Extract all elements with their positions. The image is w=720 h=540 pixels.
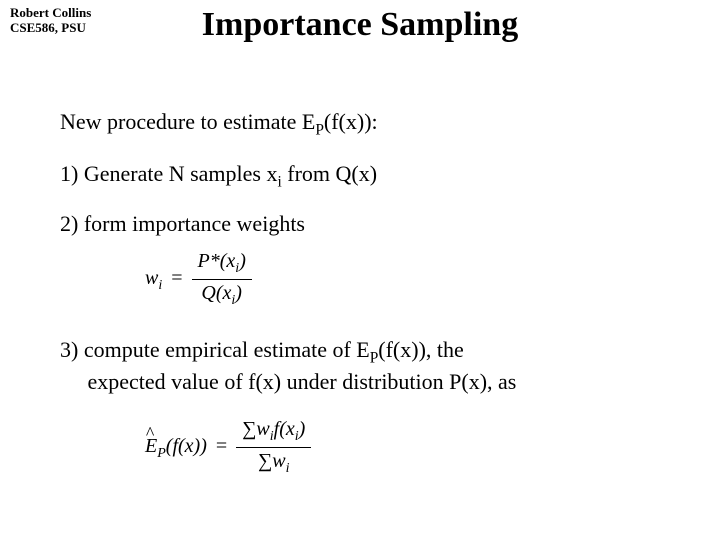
f1-numerator: P*(xi) bbox=[192, 250, 252, 280]
intro-prefix: New procedure to estimate E bbox=[60, 109, 315, 134]
step3-mid: (f(x)), the bbox=[378, 337, 464, 362]
f2-num-sum: ∑ bbox=[242, 418, 256, 440]
intro-subscript: P bbox=[315, 121, 324, 138]
f1-num-P: P* bbox=[198, 250, 220, 272]
step3-subscript: P bbox=[370, 349, 379, 366]
formula-estimate: EP(f(x)) = ∑wif(xi) ∑wi bbox=[145, 418, 311, 477]
f1-den-Q: Q bbox=[201, 282, 215, 304]
intro-line: New procedure to estimate EP(f(x)): bbox=[60, 108, 660, 140]
f1-eq: = bbox=[167, 267, 186, 289]
f1-w: w bbox=[145, 267, 158, 289]
step-2: 2) form importance weights bbox=[60, 210, 660, 238]
f2-den-sum: ∑ bbox=[258, 450, 272, 472]
f2-E: E bbox=[145, 435, 157, 458]
step-1: 1) Generate N samples xi from Q(x) bbox=[60, 160, 660, 192]
f1-den-xsub: i bbox=[231, 293, 235, 308]
f2-E-arg: (f(x)) bbox=[166, 435, 207, 457]
f2-numerator: ∑wif(xi) bbox=[236, 418, 311, 448]
step3-prefix: 3) compute empirical estimate of E bbox=[60, 337, 370, 362]
f2-num-fxsub: i bbox=[295, 429, 299, 444]
f2-eq: = bbox=[212, 435, 231, 457]
step3-line2: expected value of f(x) under distributio… bbox=[60, 369, 516, 394]
f2-num-w: w bbox=[256, 418, 269, 440]
f1-fraction: P*(xi) Q(xi) bbox=[192, 250, 252, 309]
f2-num-fx: x bbox=[286, 418, 295, 440]
f2-den-wsub: i bbox=[286, 461, 290, 476]
slide-title: Importance Sampling bbox=[0, 6, 720, 44]
step2-text: 2) form importance weights bbox=[60, 211, 305, 236]
intro-suffix: (f(x)): bbox=[324, 109, 378, 134]
step1-suffix: from Q(x) bbox=[282, 161, 377, 186]
step-3: 3) compute empirical estimate of EP(f(x)… bbox=[60, 336, 660, 395]
f1-num-xsub: i bbox=[235, 261, 239, 276]
f2-num-f: f bbox=[274, 418, 280, 440]
f2-denominator: ∑wi bbox=[236, 448, 311, 477]
f2-den-w: w bbox=[272, 450, 285, 472]
f2-E-sub: P bbox=[157, 446, 166, 461]
formula-weights: wi = P*(xi) Q(xi) bbox=[145, 250, 252, 309]
f1-denominator: Q(xi) bbox=[192, 280, 252, 309]
f1-num-x: x bbox=[226, 250, 235, 272]
step1-prefix: 1) Generate N samples x bbox=[60, 161, 277, 186]
f2-fraction: ∑wif(xi) ∑wi bbox=[236, 418, 311, 477]
f1-w-sub: i bbox=[158, 278, 162, 293]
